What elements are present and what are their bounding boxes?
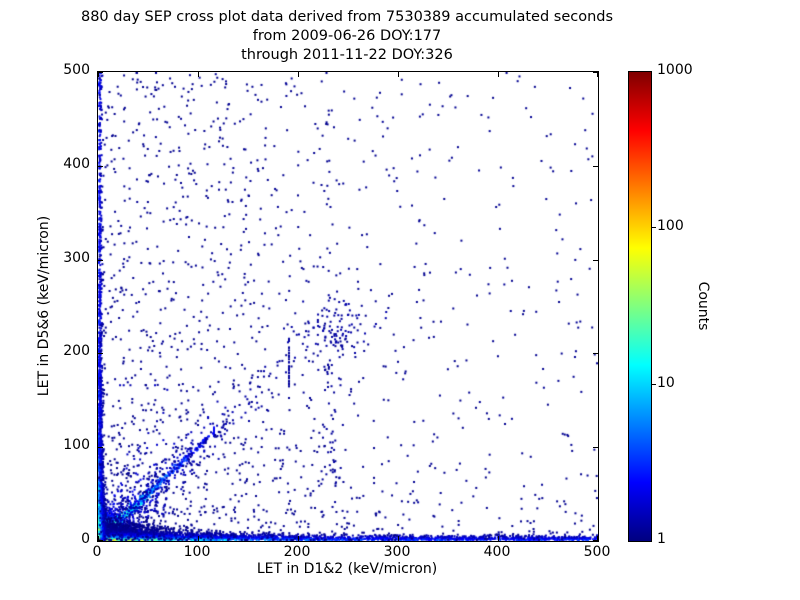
x-axis-label: LET in D1&2 (keV/micron) — [256, 561, 438, 577]
x-tick-mark-top — [398, 72, 399, 77]
chart-title-line1: 880 day SEP cross plot data derived from… — [80, 9, 614, 25]
colorbar-tick-label: 10 — [657, 374, 675, 391]
x-tick-mark — [498, 536, 499, 541]
x-tick-label: 300 — [383, 544, 411, 560]
x-tick-mark — [597, 536, 598, 541]
x-tick-mark-top — [98, 72, 99, 77]
colorbar — [628, 71, 652, 542]
y-tick-mark-right — [593, 259, 598, 261]
x-tick-label: 200 — [283, 544, 311, 560]
y-tick-mark-right — [593, 72, 598, 73]
x-tick-mark — [198, 536, 199, 541]
y-tick-mark — [98, 165, 103, 167]
y-axis-label: LET in D5&6 (keV/micron) — [36, 215, 52, 397]
x-tick-label: 0 — [92, 544, 102, 560]
y-tick-mark — [98, 72, 103, 73]
y-tick-label: 400 — [63, 155, 90, 172]
x-tick-mark — [298, 536, 299, 541]
chart-title-line3: through 2011-11-22 DOY:326 — [241, 47, 453, 63]
chart-title-line2: from 2009-06-26 DOY:177 — [252, 28, 442, 44]
x-tick-mark-top — [198, 72, 199, 77]
y-tick-mark-right — [593, 540, 598, 541]
y-tick-mark — [98, 259, 103, 261]
chart-title: 880 day SEP cross plot data derived from… — [47, 8, 647, 65]
scatter-canvas — [98, 72, 598, 541]
x-tick-label: 100 — [183, 544, 211, 560]
x-tick-mark-top — [597, 72, 598, 77]
y-tick-mark — [98, 540, 103, 541]
x-tick-mark-top — [298, 72, 299, 77]
y-tick-mark — [98, 447, 103, 449]
y-tick-mark-right — [593, 447, 598, 449]
y-tick-label: 100 — [63, 437, 90, 454]
colorbar-tick-mark — [651, 227, 656, 229]
colorbar-tick-mark — [651, 383, 656, 385]
y-tick-mark-right — [593, 165, 598, 167]
plot-area — [97, 71, 599, 542]
y-tick-label: 200 — [63, 343, 90, 360]
y-tick-label: 0 — [81, 531, 90, 547]
x-tick-mark-top — [498, 72, 499, 77]
colorbar-tick-label: 1000 — [657, 62, 693, 78]
y-tick-label: 300 — [63, 249, 90, 266]
colorbar-label: Counts — [695, 281, 711, 331]
x-tick-label: 400 — [483, 544, 511, 560]
y-tick-label: 500 — [63, 62, 90, 78]
colorbar-tick-label: 100 — [657, 218, 684, 235]
colorbar-tick-label: 1 — [657, 531, 666, 547]
x-tick-label: 500 — [583, 544, 611, 560]
x-tick-mark — [398, 536, 399, 541]
x-tick-mark — [98, 536, 99, 541]
y-tick-mark — [98, 353, 103, 355]
y-tick-mark-right — [593, 353, 598, 355]
